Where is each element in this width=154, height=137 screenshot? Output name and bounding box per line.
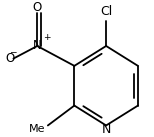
Text: +: + [43, 33, 50, 42]
Text: O: O [33, 1, 42, 14]
Text: Me: Me [29, 124, 46, 134]
Text: O: O [6, 52, 15, 65]
Text: N: N [101, 123, 111, 136]
Text: Cl: Cl [100, 5, 112, 18]
Text: −: − [9, 47, 16, 56]
Text: N: N [33, 39, 42, 52]
